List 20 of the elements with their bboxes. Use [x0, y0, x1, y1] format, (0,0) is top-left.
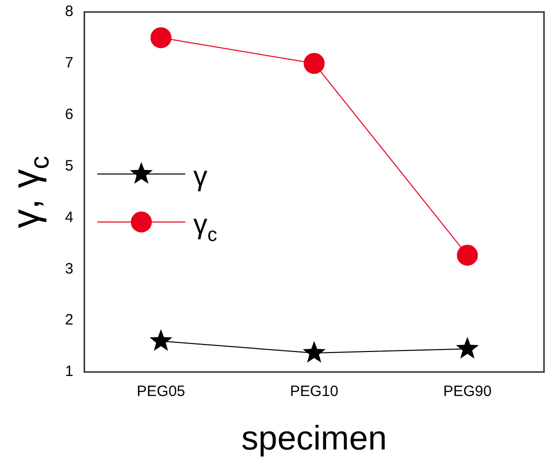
point — [302, 340, 326, 363]
point — [456, 336, 479, 359]
y-tick-label: 1 — [65, 363, 74, 380]
y-tick-label: 3 — [65, 260, 74, 278]
point — [456, 244, 478, 266]
y-tick-label: 7 — [65, 54, 74, 72]
point — [304, 52, 325, 74]
x-tick-label: PEG10 — [290, 383, 338, 400]
x-tick-label: PEG05 — [136, 383, 186, 400]
y-tick-label: 6 — [65, 106, 74, 123]
x-tick-label: PEG90 — [443, 383, 492, 400]
x-axis-title: specimen — [241, 419, 387, 458]
y-tick-label: 4 — [65, 208, 74, 226]
point — [150, 329, 172, 351]
point — [150, 27, 172, 48]
y-axis-title: γ, γc — [5, 156, 55, 228]
legend-label: γ — [193, 160, 208, 192]
y-tick-label: 8 — [65, 3, 74, 20]
y-tick-label: 2 — [65, 312, 74, 329]
y-tick-label: 5 — [65, 157, 74, 174]
